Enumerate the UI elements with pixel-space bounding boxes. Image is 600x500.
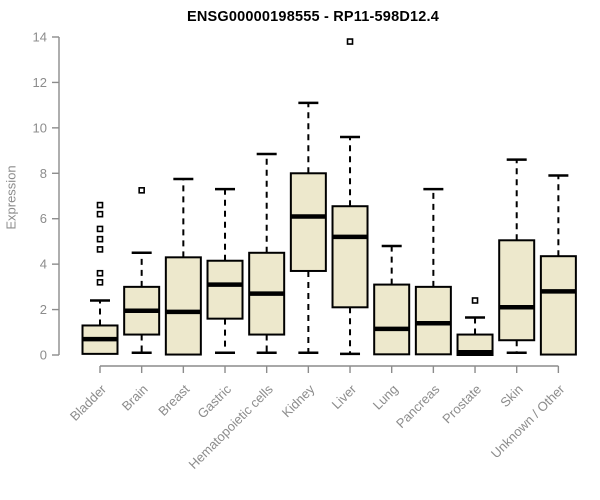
box-gastric [206, 259, 244, 320]
x-axis-category-label: Brain [119, 382, 151, 414]
y-axis-tick-label: 4 [40, 257, 47, 272]
box-lung [373, 283, 411, 356]
box-breast [164, 256, 202, 356]
outlier-point [96, 246, 104, 253]
y-axis-tick-label: 0 [40, 348, 47, 363]
y-axis-tick-label: 10 [33, 120, 47, 135]
x-axis-category-label: Breast [155, 381, 192, 418]
outlier-point [138, 187, 145, 194]
box-prostate [456, 333, 494, 356]
y-axis-tick-label: 6 [40, 211, 47, 226]
x-axis-category-label: Lung [370, 382, 401, 413]
box-skin [498, 239, 536, 342]
outlier-point [96, 225, 104, 233]
box-pancreas [414, 285, 452, 356]
y-axis-tick-label: 8 [40, 166, 47, 181]
outlier-point [96, 269, 104, 277]
x-axis-category-label: Skin [497, 382, 525, 410]
outlier-point [471, 297, 479, 304]
box-kidney [289, 172, 327, 272]
x-axis-category-label: Prostate [439, 382, 484, 427]
outlier-point [346, 38, 354, 45]
x-axis-category-label: Unknown / Other [488, 381, 568, 461]
y-axis-tick-label: 12 [33, 75, 47, 90]
x-axis-category-label: Kidney [279, 381, 318, 420]
outlier-point [96, 201, 104, 209]
chart-title: ENSG00000198555 - RP11-598D12.4 [186, 9, 440, 25]
y-axis-tick-label: 14 [33, 30, 47, 45]
x-axis-category-label: Liver [329, 381, 360, 412]
outlier-point [96, 235, 104, 243]
box-unknown-other [539, 255, 577, 356]
x-axis-category-label: Gastric [194, 381, 234, 421]
outlier-point [96, 279, 104, 286]
x-axis-category-label: Pancreas [393, 381, 443, 431]
x-axis-category-label: Bladder [67, 381, 110, 424]
outlier-point [96, 210, 104, 218]
box-liver [331, 205, 369, 309]
y-axis-tick-label: 2 [40, 302, 47, 317]
